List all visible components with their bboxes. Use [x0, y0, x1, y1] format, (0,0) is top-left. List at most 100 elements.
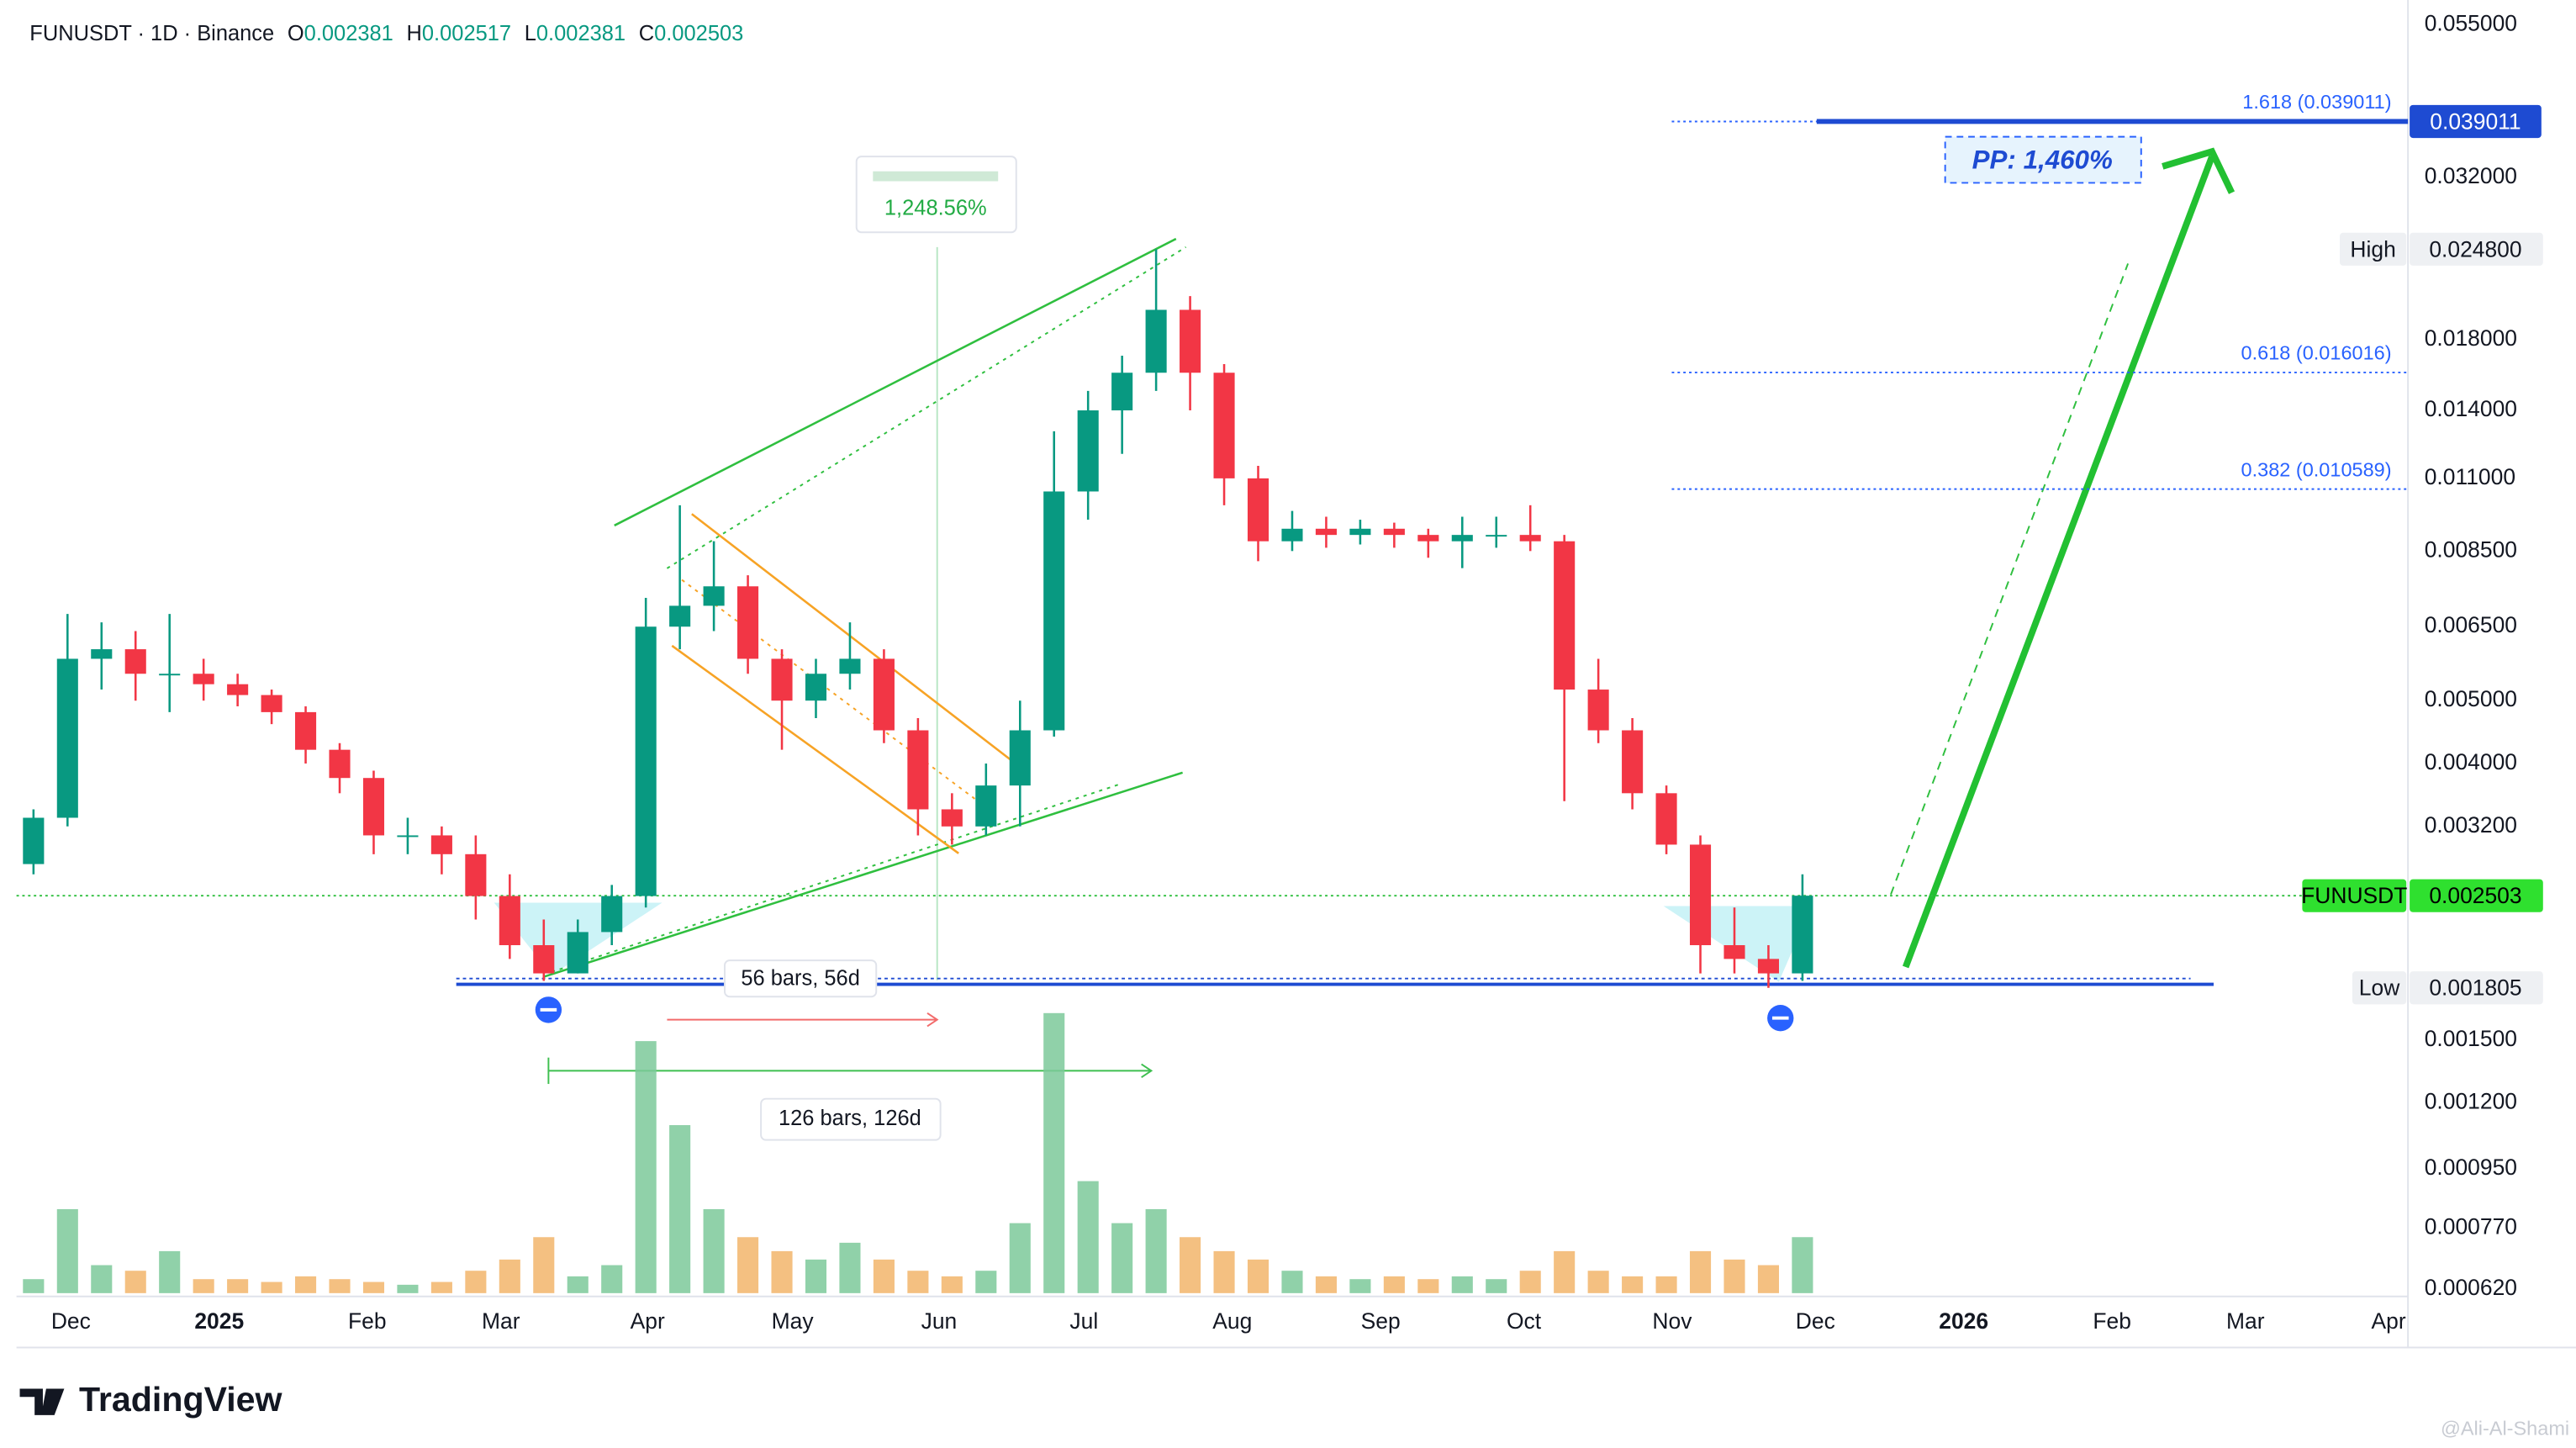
volume-bar — [1486, 1279, 1507, 1293]
marker-value: 0.024800 — [2429, 236, 2521, 262]
volume-bar — [873, 1259, 895, 1293]
y-tick-label: 0.003200 — [2425, 812, 2517, 838]
candle-body — [669, 605, 691, 627]
candle-body — [499, 896, 520, 946]
candle-body — [1655, 793, 1677, 845]
range-arrow — [1141, 1063, 1153, 1079]
gain-box — [873, 171, 999, 182]
candle-body — [1043, 491, 1065, 731]
x-tick-label: Apr — [2372, 1308, 2406, 1334]
candle-body — [1622, 730, 1644, 794]
candle-body — [771, 658, 793, 701]
volume-bar — [465, 1271, 487, 1293]
marker-value: 0.002503 — [2429, 883, 2521, 908]
volume-bar — [669, 1125, 691, 1293]
x-tick-label: Dec — [1796, 1308, 1835, 1334]
target-label: PP: 1,460% — [1972, 145, 2113, 174]
volume-bar — [1655, 1276, 1677, 1293]
volume-bar — [1723, 1259, 1745, 1293]
volume-bar — [737, 1237, 759, 1293]
candle-body — [465, 853, 487, 896]
candle-body — [329, 749, 351, 779]
candle-body — [737, 586, 759, 659]
volume-bar — [1180, 1237, 1201, 1293]
candle-body — [1145, 309, 1167, 373]
volume-bar — [771, 1250, 793, 1293]
volume-bar — [635, 1041, 657, 1293]
candle-body — [1213, 373, 1235, 478]
volume-bar — [1145, 1208, 1167, 1293]
x-tick-label: 2026 — [1939, 1308, 1988, 1334]
volume-bar — [159, 1250, 181, 1293]
candle-body — [1689, 844, 1712, 946]
channel-line — [551, 783, 1121, 973]
candle-body — [1111, 373, 1133, 411]
channel-line — [543, 771, 1184, 978]
volume-bar — [1757, 1265, 1779, 1293]
ohlc-value: 0.002381 — [536, 22, 626, 45]
x-tick-label: 2025 — [194, 1308, 244, 1334]
volume-bar — [1315, 1276, 1337, 1293]
watermark: @Ali-Al-Shami — [2441, 1418, 2569, 1440]
candle-body — [1486, 535, 1507, 537]
candle-body — [1723, 945, 1745, 959]
ohlc-value: 0.002503 — [654, 22, 743, 45]
ohlc-value: 0.002517 — [422, 22, 511, 45]
brand-logo — [19, 1388, 65, 1415]
x-tick-label: Mar — [482, 1308, 520, 1334]
candle-body — [873, 658, 895, 731]
volume-bar — [1451, 1276, 1473, 1293]
candle-body — [1519, 535, 1541, 542]
candle-body — [839, 658, 861, 674]
y-tick-label: 0.006500 — [2425, 612, 2517, 637]
candle-body — [1554, 541, 1576, 690]
bars-box — [760, 1097, 942, 1141]
candle-body — [91, 649, 113, 659]
fib-label: 1.618 (0.039011) — [2242, 91, 2391, 113]
marker-label-box — [2352, 971, 2407, 1005]
channel-line — [666, 246, 1187, 569]
volume-bar — [1111, 1223, 1133, 1293]
volume-bar — [430, 1282, 452, 1293]
volume-bar — [1622, 1276, 1644, 1293]
candle-body — [1587, 690, 1609, 731]
marker-label-box — [2302, 879, 2407, 912]
marker-value: 0.001805 — [2429, 975, 2521, 1001]
bars-label: 56 bars, 56d — [741, 966, 860, 990]
candle-body — [703, 586, 725, 606]
candle-body — [261, 695, 282, 712]
marker-value-box — [2410, 232, 2543, 266]
candle-body — [1009, 730, 1031, 786]
y-tick-label: 0.008500 — [2425, 536, 2517, 562]
candle-body — [805, 674, 827, 701]
y-tick-label: 0.014000 — [2425, 396, 2517, 421]
ohlc-key: O — [288, 22, 304, 45]
volume-bar — [703, 1208, 725, 1293]
brand: TradingView — [79, 1380, 283, 1419]
y-tick-label: 0.018000 — [2425, 325, 2517, 351]
volume-bar — [1213, 1250, 1235, 1293]
candle-body — [907, 730, 929, 810]
volume-bar — [397, 1284, 419, 1293]
volume-bar — [1077, 1181, 1099, 1293]
y-tick-label: 0.000950 — [2425, 1155, 2517, 1180]
volume-bar — [261, 1282, 282, 1293]
volume-bar — [124, 1271, 146, 1293]
price-tag-value: 0.039011 — [2430, 108, 2521, 134]
candle-body — [124, 649, 146, 674]
ohlc-key: H — [407, 22, 422, 45]
candle-body — [1315, 528, 1337, 536]
candle-body — [362, 778, 385, 836]
symbol: FUNUSDT · 1D · Binance — [29, 22, 274, 45]
candle-body — [23, 817, 45, 864]
marker-label: FUNUSDT — [2301, 883, 2407, 908]
candle-body — [567, 932, 589, 974]
gain-label: 1,248.56% — [884, 197, 987, 220]
volume-bar — [839, 1242, 861, 1293]
y-tick-label: 0.004000 — [2425, 749, 2517, 774]
marker-label: High — [2350, 236, 2395, 262]
orange-channel — [671, 644, 959, 854]
volume-bar — [1554, 1250, 1576, 1293]
